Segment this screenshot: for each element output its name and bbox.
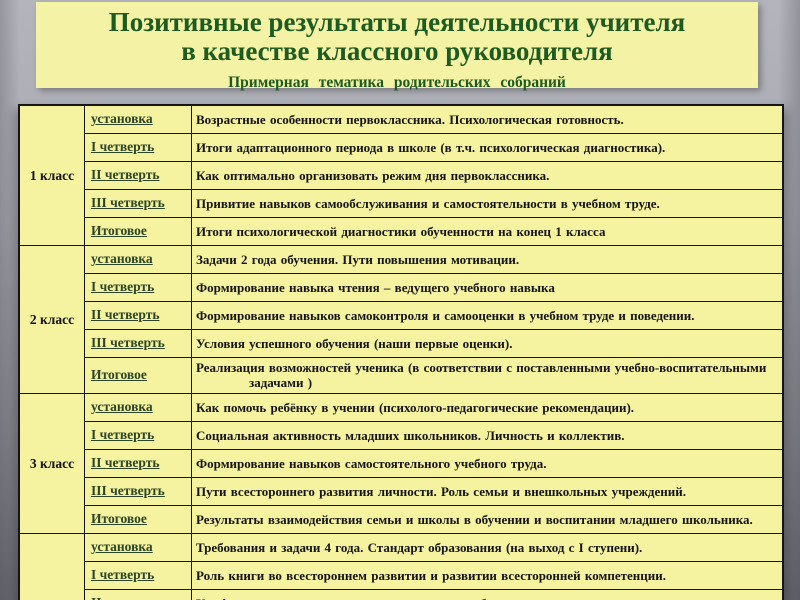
topic-cell: Комфортность в семье, как залог успешнос… (191, 589, 784, 600)
topic-cell: Задачи 2 года обучения. Пути повышения м… (191, 245, 784, 274)
period-cell: установка (84, 533, 192, 562)
grade-cell: 4 класс (18, 533, 85, 600)
topic-cell: Роль книги во всестороннем развитии и ра… (191, 561, 784, 590)
table-row: I четверть Итоги адаптационного периода в… (19, 133, 784, 162)
period-cell: II четверть (84, 449, 192, 478)
period-link[interactable]: II четверть (91, 167, 160, 182)
slide-title: Позитивные результаты деятельности учите… (36, 8, 758, 66)
period-cell: II четверть (84, 161, 192, 190)
title-block: Позитивные результаты деятельности учите… (36, 2, 758, 91)
topic-cell: Как оптимально организовать режим дня пе… (191, 161, 784, 190)
table-row: II четверть Как оптимально организовать р… (19, 161, 784, 190)
topics-table-body: 1 класс установка Возрастные особенности п… (18, 104, 784, 600)
topic-cell: Условия успешного обучения (наши первые … (191, 329, 784, 358)
period-link[interactable]: Итоговое (91, 511, 147, 526)
table-row: I четверть Роль книги во всестороннем раз… (19, 561, 784, 590)
topic-cell: Формирование навыка чтения – ведущего уч… (191, 273, 784, 302)
table-row: II четверть Комфортность в семье, как зал… (19, 589, 784, 600)
topic-cell: Пути всестороннего развития личности. Ро… (191, 477, 784, 506)
period-link[interactable]: I четверть (91, 139, 155, 154)
topic-cell: Итоги адаптационного периода в школе (в … (191, 133, 784, 162)
period-cell: I четверть (84, 421, 192, 450)
period-link[interactable]: III четверть (91, 483, 165, 498)
period-link[interactable]: установка (91, 399, 153, 414)
topic-cell: Возрастные особенности первоклассника. П… (191, 104, 784, 134)
topic-cell: Привитие навыков самообслуживания и само… (191, 189, 784, 218)
period-cell: I четверть (84, 273, 192, 302)
topic-cell: Результаты взаимодействия семьи и школы … (191, 505, 784, 534)
table-row: III четверть Условия успешного обучения (… (19, 329, 784, 358)
period-link[interactable]: I четверть (91, 279, 155, 294)
table-row: I четверть Социальная активность младших … (19, 421, 784, 450)
slide-subtitle: Примерная тематика родительских собраний (228, 74, 566, 91)
topic-cell: Итоги психологической диагностики обучен… (191, 217, 784, 246)
table-row: Итоговое Результаты взаимодействия семьи … (19, 505, 784, 534)
period-cell: установка (84, 104, 192, 134)
topic-cell: Формирование навыков самостоятельного уч… (191, 449, 784, 478)
table-row: III четверть Привитие навыков самообслужи… (19, 189, 784, 218)
table-row: 3 класс установка Как помочь ребёнку в уче… (18, 393, 784, 534)
period-cell: II четверть (84, 589, 192, 600)
table-row: I четверть Формирование навыка чтения – в… (19, 273, 784, 302)
table-row: 2 класс установка Задачи 2 года обучения. … (18, 245, 784, 394)
period-link[interactable]: III четверть (91, 195, 165, 210)
grade-cell: 3 класс (18, 393, 85, 534)
topic-cell: Социальная активность младших школьников… (191, 421, 784, 450)
grade-cell: 2 класс (18, 245, 85, 394)
grade-cell: 1 класс (18, 104, 85, 246)
period-link[interactable]: установка (91, 251, 153, 266)
period-cell: установка (84, 245, 192, 274)
period-link[interactable]: установка (91, 539, 153, 554)
table-row: 1 класс установка Возрастные особенности п… (18, 104, 784, 246)
period-cell: Итоговое (84, 505, 192, 534)
slide-title-line1: Позитивные результаты деятельности учите… (108, 7, 686, 37)
period-link[interactable]: Итоговое (91, 223, 147, 238)
period-link[interactable]: установка (91, 111, 153, 126)
period-link[interactable]: II четверть (91, 307, 160, 322)
period-link[interactable]: Итоговое (91, 367, 147, 382)
period-cell: Итоговое (84, 357, 192, 394)
table-row: II четверть Формирование навыков самоконт… (19, 301, 784, 330)
period-cell: установка (84, 393, 192, 422)
topic-cell: Формирование навыков самоконтроля и само… (191, 301, 784, 330)
period-link[interactable]: III четверть (91, 335, 165, 350)
period-cell: III четверть (84, 189, 192, 218)
topic-cell: Реализация возможностей ученика (в соотв… (191, 357, 784, 394)
period-cell: I четверть (84, 561, 192, 590)
period-cell: I четверть (84, 133, 192, 162)
table-row: III четверть Пути всестороннего развития … (19, 477, 784, 506)
table-row: Итоговое Реализация возможностей ученика … (19, 357, 784, 394)
topics-table: 1 класс установка Возрастные особенности п… (18, 104, 784, 600)
period-cell: III четверть (84, 477, 192, 506)
table-row: II четверть Формирование навыков самостоя… (19, 449, 784, 478)
slide-title-line2: в качестве классного руководителя (181, 36, 613, 66)
period-link[interactable]: II четверть (91, 595, 160, 600)
period-link[interactable]: I четверть (91, 427, 155, 442)
period-link[interactable]: I четверть (91, 567, 155, 582)
period-cell: III четверть (84, 329, 192, 358)
period-link[interactable]: II четверть (91, 455, 160, 470)
table-row: 4 класс установка Требования и задачи 4 го… (18, 533, 784, 600)
period-cell: Итоговое (84, 217, 192, 246)
topic-cell: Как помочь ребёнку в учении (психолого-п… (191, 393, 784, 422)
period-cell: II четверть (84, 301, 192, 330)
table-row: Итоговое Итоги психологической диагностик… (19, 217, 784, 246)
topic-cell: Требования и задачи 4 года. Стандарт обр… (191, 533, 784, 562)
